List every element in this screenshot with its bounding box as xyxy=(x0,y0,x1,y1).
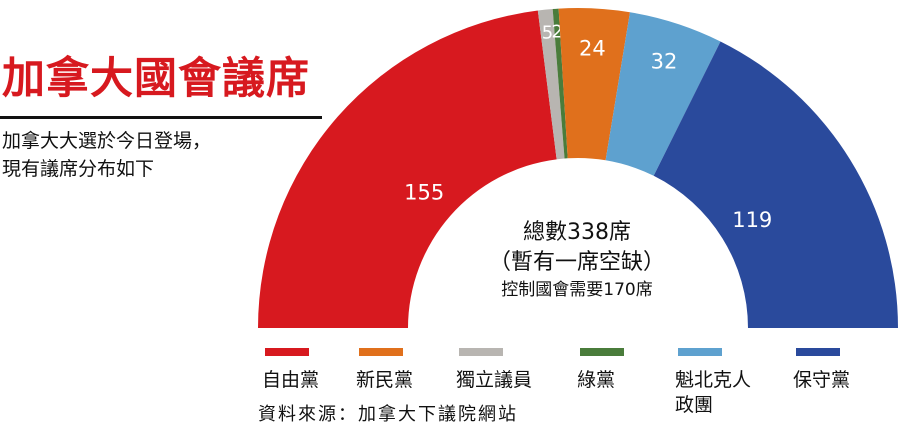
subtitle: 加拿大大選於今日登場， 現有議席分布如下 xyxy=(2,127,211,183)
slice-label-5: 119 xyxy=(732,208,772,232)
legend-label-3: 綠黨 xyxy=(577,368,624,393)
subtitle-line-1: 加拿大大選於今日登場， xyxy=(2,130,212,152)
legend-item-5: 保守黨 xyxy=(793,348,850,393)
slice-label-4: 32 xyxy=(651,50,678,74)
legend-label-line: 新民黨 xyxy=(356,369,414,391)
legend-item-3: 綠黨 xyxy=(577,348,624,393)
legend-swatch-2 xyxy=(459,348,503,356)
slice-4 xyxy=(605,12,721,176)
legend-label-line: 保守黨 xyxy=(793,369,851,391)
legend-swatch-4 xyxy=(678,348,722,356)
legend-label-4: 魁北克人 政團 xyxy=(675,368,751,418)
subtitle-line-2: 現有議席分布如下 xyxy=(2,158,155,180)
legend-label-line: 獨立議員 xyxy=(456,369,533,391)
slice-3 xyxy=(558,7,630,161)
slice-label-0: 155 xyxy=(404,180,444,204)
legend-label-5: 保守黨 xyxy=(793,368,850,393)
slice-label-2: 2 xyxy=(551,22,562,43)
legend-label-line: 綠黨 xyxy=(577,369,616,391)
chart-center-text: 總數338席 （暫有一席空缺） 控制國會需要170席 xyxy=(477,218,677,302)
legend-label-line: 政團 xyxy=(675,394,714,416)
slice-2 xyxy=(552,8,568,159)
legend-label-1: 新民黨 xyxy=(356,368,413,393)
legend-item-4: 魁北克人 政團 xyxy=(675,348,751,418)
legend-swatch-0 xyxy=(265,348,309,356)
slice-0 xyxy=(258,10,557,328)
legend-item-2: 獨立議員 xyxy=(456,348,532,393)
legend-item-0: 自由黨 xyxy=(262,348,319,393)
legend-label-2: 獨立議員 xyxy=(456,368,532,393)
legend-label-line: 自由黨 xyxy=(262,369,320,391)
legend-label-line: 魁北克人 xyxy=(675,369,752,391)
legend-item-1: 新民黨 xyxy=(356,348,413,393)
majority-note: 控制國會需要170席 xyxy=(501,280,653,300)
legend-swatch-1 xyxy=(359,348,403,356)
slice-5 xyxy=(653,41,898,328)
slice-label-1: 5 xyxy=(542,23,553,44)
total-seats-label: 總數338席 xyxy=(523,220,631,245)
slice-1 xyxy=(537,9,565,160)
legend-swatch-3 xyxy=(580,348,624,356)
legend-label-0: 自由黨 xyxy=(262,368,319,393)
title-divider xyxy=(0,116,322,119)
legend-swatch-5 xyxy=(796,348,840,356)
vacancy-note: （暫有一席空缺） xyxy=(488,250,665,275)
source-note: 資料來源：加拿大下議院網站 xyxy=(258,404,518,425)
slice-label-3: 24 xyxy=(579,36,606,60)
page-title: 加拿大國會議席 xyxy=(2,54,310,104)
